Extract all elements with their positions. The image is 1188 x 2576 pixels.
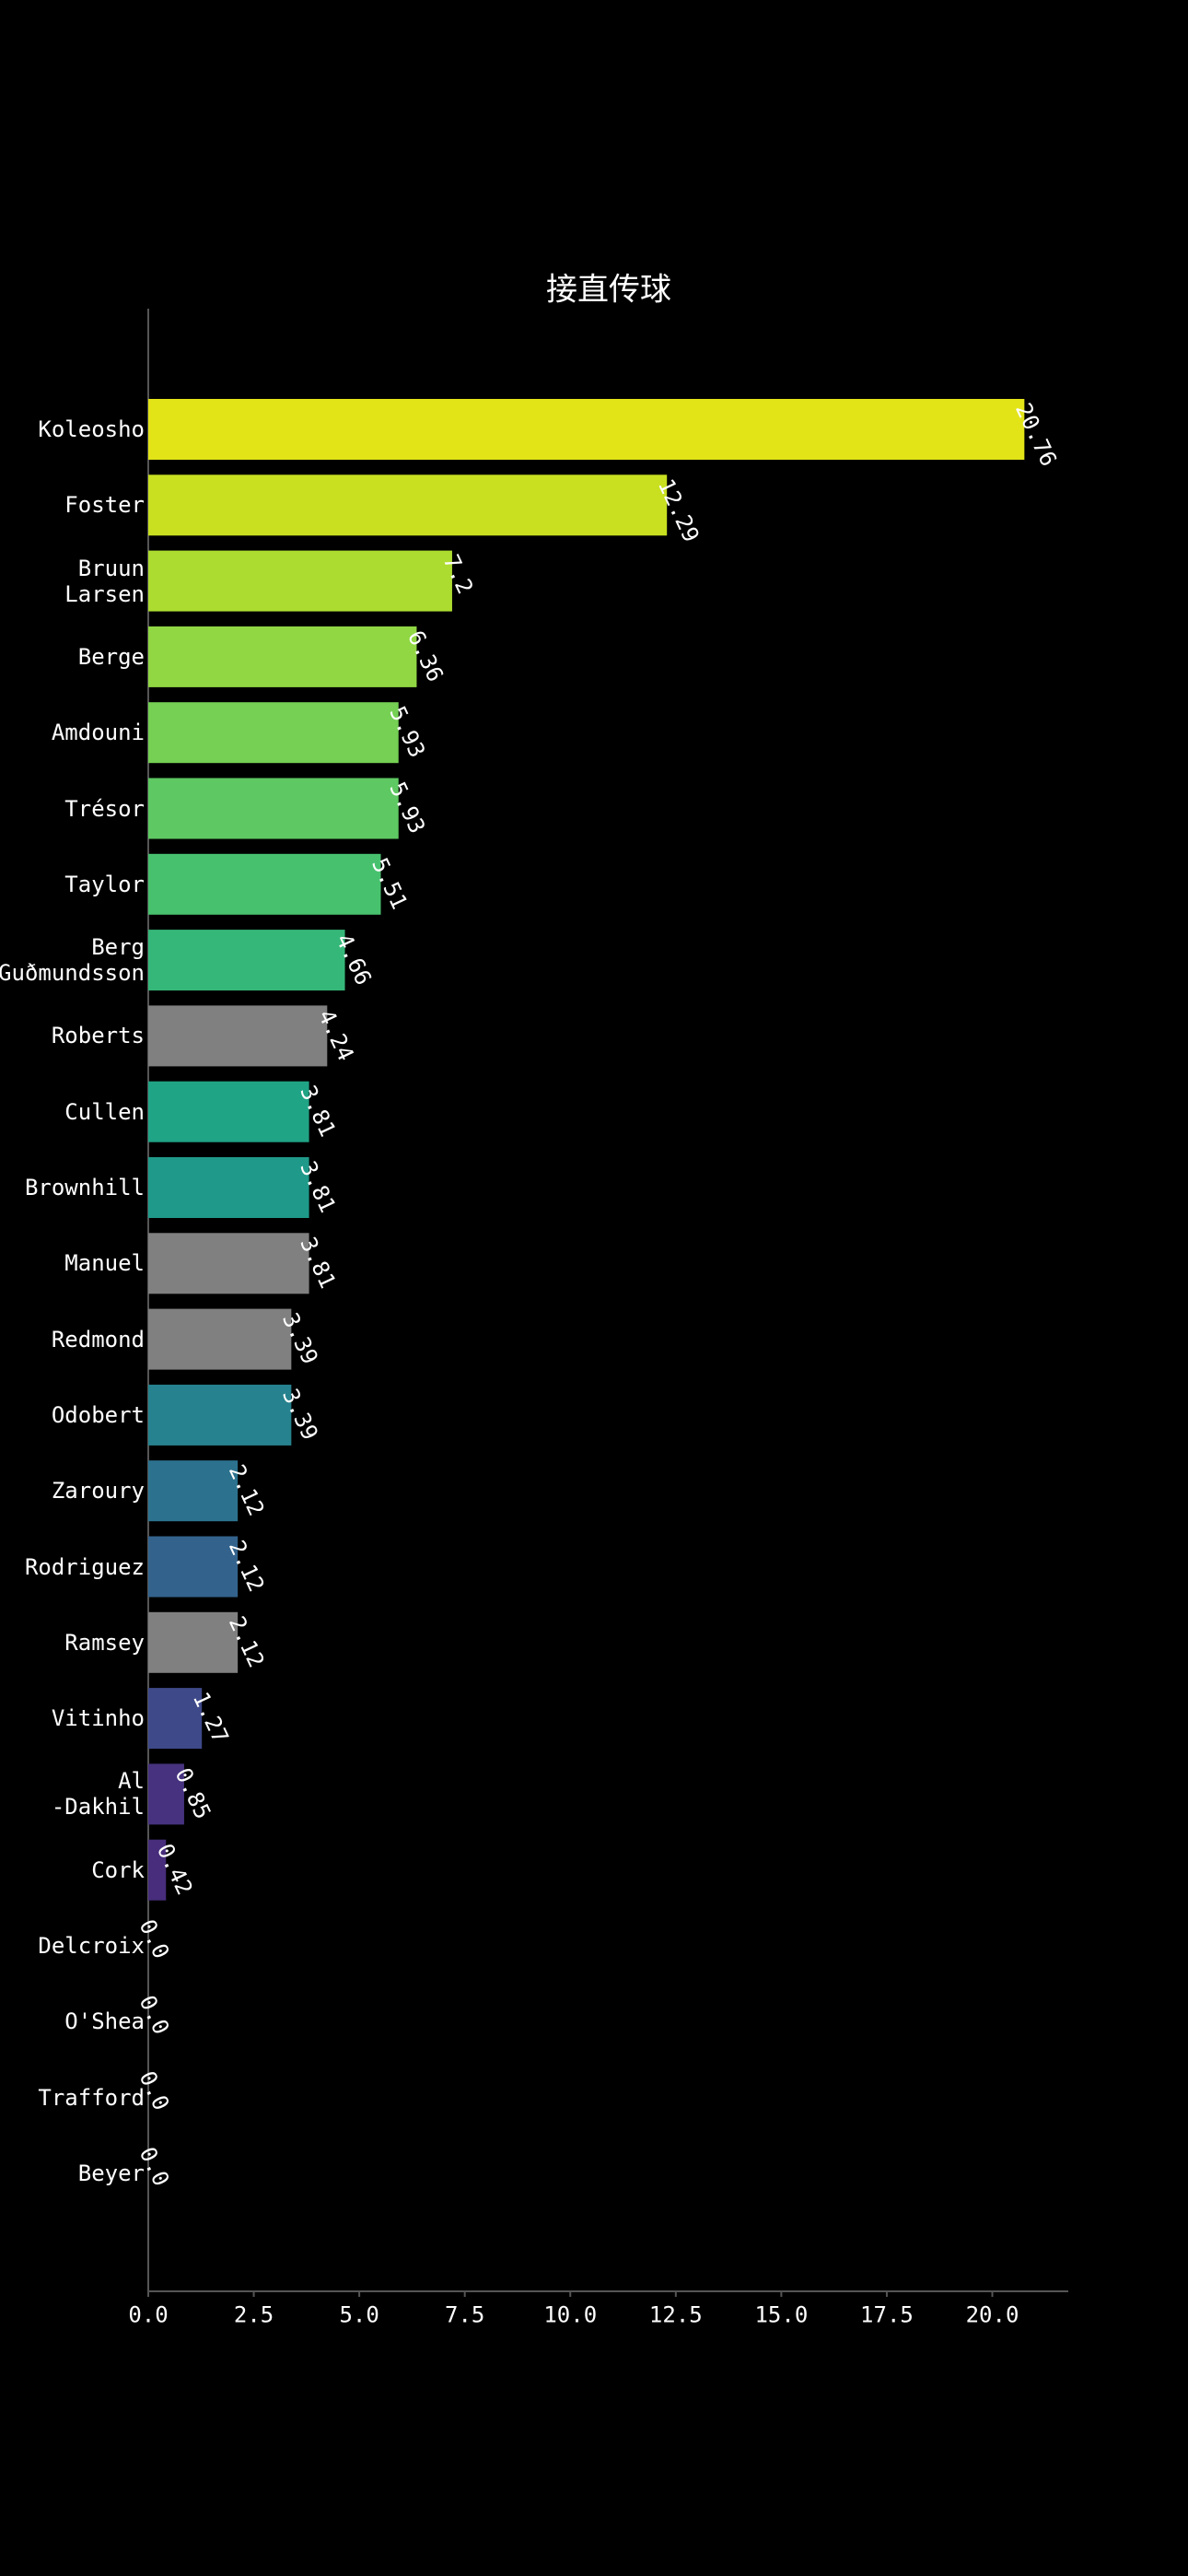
y-tick-label: Cork — [91, 1856, 145, 1883]
y-tick-label: Rodriguez — [24, 1553, 145, 1580]
y-tick-label: Roberts — [51, 1023, 145, 1049]
y-tick-label: Delcroix — [38, 1933, 145, 1959]
bar — [148, 1611, 239, 1673]
x-tick-label: 7.5 — [445, 2302, 484, 2328]
bar — [148, 778, 399, 839]
bar — [148, 1233, 309, 1294]
x-tick-label: 2.5 — [234, 2302, 274, 2328]
y-tick-label: Trafford — [38, 2084, 145, 2111]
bar — [148, 1081, 309, 1142]
bar — [148, 1688, 203, 1750]
bar — [148, 930, 345, 991]
y-tick-label: O'Shea — [64, 2008, 145, 2035]
bar — [148, 550, 452, 612]
y-tick-label: Odobert — [51, 1401, 145, 1428]
bar — [148, 474, 668, 536]
bar — [148, 1157, 309, 1218]
y-tick-label: Bruun Larsen — [64, 555, 145, 607]
y-tick-label: Trésor — [64, 795, 145, 822]
chart-title: 接直传球 — [546, 272, 671, 309]
x-tick-label: 15.0 — [754, 2302, 808, 2328]
bar — [148, 702, 399, 764]
y-tick-label: Al -Dakhil — [51, 1768, 145, 1821]
bar — [148, 1460, 239, 1522]
y-tick-label: Foster — [64, 492, 145, 519]
y-tick-label: Vitinho — [51, 1705, 145, 1732]
bar — [148, 853, 381, 915]
y-tick-label: Taylor — [64, 871, 145, 897]
bar — [148, 1308, 292, 1370]
y-tick-label: Beyer — [77, 2160, 145, 2186]
x-tick-label: 5.0 — [339, 2302, 379, 2328]
y-tick-label: Ramsey — [64, 1629, 145, 1656]
y-tick-label: Brownhill — [24, 1175, 145, 1200]
bar — [148, 1005, 328, 1067]
x-tick-label: 12.5 — [649, 2302, 703, 2328]
bar — [148, 1536, 239, 1598]
y-tick-label: Cullen — [64, 1098, 145, 1125]
bar — [148, 1384, 292, 1446]
y-tick-label: Koleosho — [38, 416, 145, 442]
bar — [148, 1839, 167, 1901]
bar — [148, 626, 417, 687]
x-tick-label: 10.0 — [543, 2302, 597, 2328]
y-tick-label: Zaroury — [51, 1478, 145, 1505]
y-tick-label: Manuel — [64, 1250, 145, 1277]
bar — [148, 399, 1025, 460]
y-tick-label: Amdouni — [51, 720, 145, 746]
x-tick-label: 20.0 — [966, 2302, 1019, 2328]
bar — [148, 1763, 184, 1825]
y-tick-label: Redmond — [51, 1326, 145, 1352]
x-tick-label: 0.0 — [128, 2302, 168, 2328]
y-tick-label: Berge — [77, 643, 145, 670]
y-tick-label: Berg Guðmundsson — [0, 934, 145, 987]
x-tick-label: 17.5 — [860, 2302, 914, 2328]
